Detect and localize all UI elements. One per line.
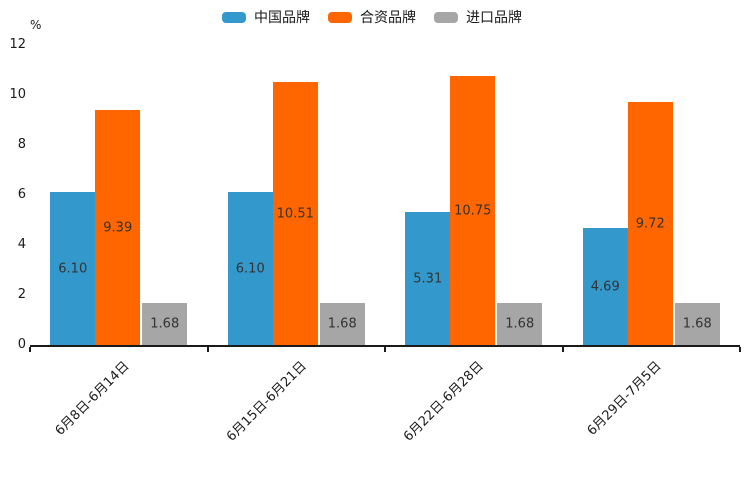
bar: 1.68 [674,303,720,345]
bar-group: 6.10 10.51 1.68 [208,82,386,345]
bar-value-label: 10.51 [276,206,314,221]
bar: 1.68 [142,303,188,345]
y-tick-label: 12 [9,37,26,52]
bar-group: 5.31 10.75 1.68 [385,76,563,345]
x-axis-line [30,345,740,347]
bar-value-label: 5.31 [413,271,443,286]
x-axis-label: 6月29日-7月5日 [584,358,665,439]
y-axis-unit-label: % [30,18,42,32]
bar-value-label: 1.68 [682,316,712,332]
y-tick-label: 10 [9,87,26,102]
legend-swatch-icon [222,11,246,23]
y-tick-label: 0 [17,337,26,352]
y-tick-label: 6 [17,187,26,202]
bar-value-label: 4.69 [590,279,620,294]
bar: 9.72 [627,102,673,345]
bar: 4.69 [582,228,628,345]
legend-item-2: 合资品牌 [328,7,416,27]
y-tick-label: 8 [17,137,26,152]
bar: 10.75 [450,76,496,345]
legend-swatch-icon [328,11,352,23]
legend-item-1: 中国品牌 [222,7,310,27]
bar: 9.39 [95,110,141,345]
x-axis-tick [29,347,31,352]
bar-value-label: 10.75 [454,203,492,218]
x-axis-tick [739,347,741,352]
bar-value-label: 6.10 [235,261,265,276]
x-axis-tick [206,347,209,352]
legend: 中国品牌 合资品牌 进口品牌 [0,7,744,27]
bar: 6.10 [227,192,273,345]
bar: 6.10 [50,192,96,345]
bar-value-label: 6.10 [58,261,88,276]
x-axis-tick [384,347,386,352]
y-tick-label: 4 [17,237,26,252]
y-tick-label: 2 [17,287,26,302]
bar-group: 4.69 9.72 1.68 [563,102,741,345]
bar-value-label: 9.39 [103,220,133,235]
legend-swatch-icon [434,11,458,23]
bar: 1.68 [319,303,365,345]
bar-group: 6.10 9.39 1.68 [30,110,208,345]
legend-label: 进口品牌 [466,10,522,26]
bar-value-label: 9.72 [635,216,665,231]
legend-item-3: 进口品牌 [434,7,522,27]
bar-value-label: 1.68 [150,316,180,332]
bar-value-label: 1.68 [505,316,535,332]
bar: 1.68 [497,303,543,345]
legend-label: 合资品牌 [360,10,416,26]
bar: 10.51 [272,82,318,345]
x-axis-tick [561,347,564,352]
bar-value-label: 1.68 [327,316,357,332]
x-axis-label: 6月15日-6月21日 [223,358,310,445]
x-axis-label: 6月22日-6月28日 [401,358,488,445]
x-axis-label: 6月8日-6月14日 [52,358,133,439]
bar: 5.31 [405,212,451,345]
legend-label: 中国品牌 [254,10,310,26]
